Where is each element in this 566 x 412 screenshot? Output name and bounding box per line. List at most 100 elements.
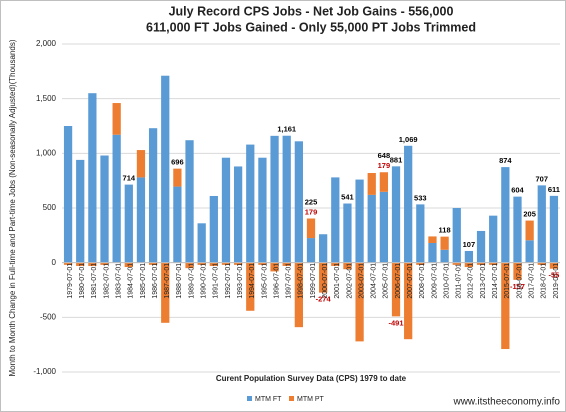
x-tick-label: 1986-07-01 bbox=[152, 263, 159, 299]
chart-title: July Record CPS Jobs - Net Job Gains - 5… bbox=[169, 4, 454, 18]
bar bbox=[391, 166, 401, 263]
bar bbox=[513, 196, 522, 263]
bar bbox=[513, 262, 522, 280]
bar bbox=[343, 203, 352, 263]
bar bbox=[161, 75, 170, 263]
data-label: -491 bbox=[389, 318, 404, 327]
bar bbox=[489, 215, 498, 263]
bar bbox=[124, 184, 133, 263]
bar bbox=[258, 157, 267, 263]
bar bbox=[112, 103, 121, 135]
x-tick-label: 2013-07-01 bbox=[480, 263, 487, 299]
x-tick-label: 1984-07-01 bbox=[128, 263, 135, 299]
bar bbox=[221, 157, 231, 263]
x-tick-label: 2006-07-01 bbox=[395, 263, 402, 299]
bar bbox=[88, 262, 97, 266]
x-tick-label: 1988-07-01 bbox=[176, 263, 183, 299]
bar bbox=[464, 262, 474, 268]
bar bbox=[282, 262, 291, 266]
bar bbox=[391, 262, 401, 317]
y-tick-label: 1,000 bbox=[36, 148, 57, 157]
legend-label: MTM FT bbox=[255, 396, 282, 403]
y-tick-label: 2,000 bbox=[36, 39, 57, 48]
x-tick-label: 2019-07-01 bbox=[553, 263, 560, 299]
bar bbox=[246, 144, 255, 263]
bar bbox=[161, 262, 170, 323]
x-tick-label: 2004-07-01 bbox=[371, 263, 378, 299]
bar bbox=[148, 262, 158, 265]
x-tick-label: 1992-07-01 bbox=[225, 263, 232, 299]
x-tick-label: 1994-07-01 bbox=[249, 263, 256, 299]
bar bbox=[294, 141, 303, 263]
bar bbox=[124, 262, 133, 268]
bar bbox=[100, 155, 109, 263]
x-tick-label: 2015-07-01 bbox=[504, 263, 511, 299]
x-tick-label: 2003-07-01 bbox=[358, 263, 365, 299]
bar bbox=[197, 262, 206, 265]
bar bbox=[489, 262, 498, 265]
data-label: 205 bbox=[523, 210, 536, 219]
bar bbox=[136, 150, 146, 178]
data-label: 881 bbox=[390, 155, 403, 164]
data-label: 874 bbox=[499, 156, 512, 165]
x-tick-label: 2005-07-01 bbox=[383, 263, 390, 299]
bar bbox=[319, 234, 328, 263]
bar bbox=[440, 249, 449, 263]
data-label: 648 bbox=[378, 151, 391, 160]
x-tick-label: 1993-07-01 bbox=[237, 263, 244, 299]
data-label: 533 bbox=[414, 193, 427, 202]
x-tick-label: 2002-07-01 bbox=[346, 263, 353, 299]
bar bbox=[233, 166, 243, 263]
data-label: -274 bbox=[316, 295, 332, 304]
bar bbox=[112, 134, 121, 263]
data-label: 714 bbox=[123, 174, 136, 183]
data-label: 541 bbox=[341, 193, 354, 202]
x-tick-label: 1990-07-01 bbox=[201, 263, 208, 299]
data-label: 1,161 bbox=[277, 125, 296, 134]
x-tick-label: 2008-07-01 bbox=[419, 263, 426, 299]
bar bbox=[76, 262, 85, 266]
bar bbox=[148, 128, 158, 263]
data-label: 604 bbox=[511, 186, 524, 195]
x-tick-label: 1983-07-01 bbox=[116, 263, 123, 299]
bar bbox=[270, 262, 279, 272]
x-tick-label: 1997-07-01 bbox=[286, 263, 293, 299]
bar bbox=[185, 262, 194, 269]
bar bbox=[416, 262, 425, 265]
x-tick-label: 1979-07-01 bbox=[67, 263, 74, 299]
x-tick-label: 1991-07-01 bbox=[213, 263, 220, 299]
data-label: 1,069 bbox=[399, 135, 418, 144]
bar bbox=[270, 135, 279, 263]
bar bbox=[379, 191, 389, 263]
bar bbox=[355, 262, 364, 342]
x-tick-label: 2001-07-01 bbox=[334, 263, 341, 299]
bar bbox=[294, 262, 303, 328]
bar bbox=[416, 204, 425, 263]
x-tick-label: 2009-07-01 bbox=[431, 263, 438, 299]
x-tick-label: 1989-07-01 bbox=[188, 263, 195, 299]
bar bbox=[197, 223, 206, 263]
bar bbox=[476, 262, 486, 265]
x-tick-label: 2017-07-01 bbox=[528, 263, 535, 299]
x-tick-label: 2010-07-01 bbox=[443, 263, 450, 299]
x-tick-label: 2018-07-01 bbox=[541, 263, 548, 299]
bar bbox=[525, 220, 534, 241]
bar bbox=[440, 236, 449, 250]
bar bbox=[476, 230, 486, 263]
x-tick-label: 1995-07-01 bbox=[261, 263, 268, 299]
x-tick-label: 2012-07-01 bbox=[468, 263, 475, 299]
bar bbox=[549, 262, 559, 269]
y-tick-label: 1,500 bbox=[36, 94, 57, 103]
legend-swatch bbox=[289, 396, 294, 401]
bar bbox=[355, 179, 364, 263]
bar bbox=[173, 168, 182, 187]
bar bbox=[452, 208, 461, 263]
x-tick-label: 2011-07-01 bbox=[456, 263, 463, 298]
data-label: -55 bbox=[549, 271, 560, 280]
legend-swatch bbox=[247, 396, 252, 401]
bar bbox=[428, 236, 437, 243]
bar bbox=[464, 250, 474, 263]
bar bbox=[100, 262, 109, 265]
bar bbox=[428, 242, 437, 263]
bar bbox=[282, 135, 291, 263]
